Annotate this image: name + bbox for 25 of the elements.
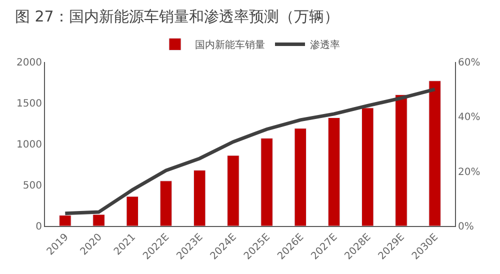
y2-tick-label: 20% xyxy=(458,166,480,178)
y2-tick-label: 60% xyxy=(458,58,480,68)
bar xyxy=(126,196,139,226)
y-tick-label: 0 xyxy=(36,222,42,232)
chart-title: 图 27：国内新能源车销量和渗透率预测（万辆） xyxy=(15,7,339,26)
y-tick-label: 500 xyxy=(22,180,42,192)
bar xyxy=(193,170,206,226)
bar xyxy=(59,215,72,226)
y-tick-label: 2000 xyxy=(16,58,42,68)
legend-label: 渗透率 xyxy=(310,39,340,52)
bar xyxy=(294,128,307,226)
y-tick-label: 1000 xyxy=(16,140,42,150)
bar xyxy=(328,118,340,226)
bar xyxy=(260,138,273,226)
line-series xyxy=(63,88,437,216)
y2-tick-label: 40% xyxy=(458,112,480,124)
bar xyxy=(395,94,408,226)
bar xyxy=(428,80,441,226)
bar xyxy=(361,108,374,226)
bar xyxy=(160,180,172,226)
y-tick-label: 1500 xyxy=(16,98,42,110)
bar xyxy=(92,214,105,226)
bar xyxy=(227,155,240,226)
y2-tick-label: 0% xyxy=(458,222,474,232)
legend-label: 国内新能车销量 xyxy=(195,39,265,52)
